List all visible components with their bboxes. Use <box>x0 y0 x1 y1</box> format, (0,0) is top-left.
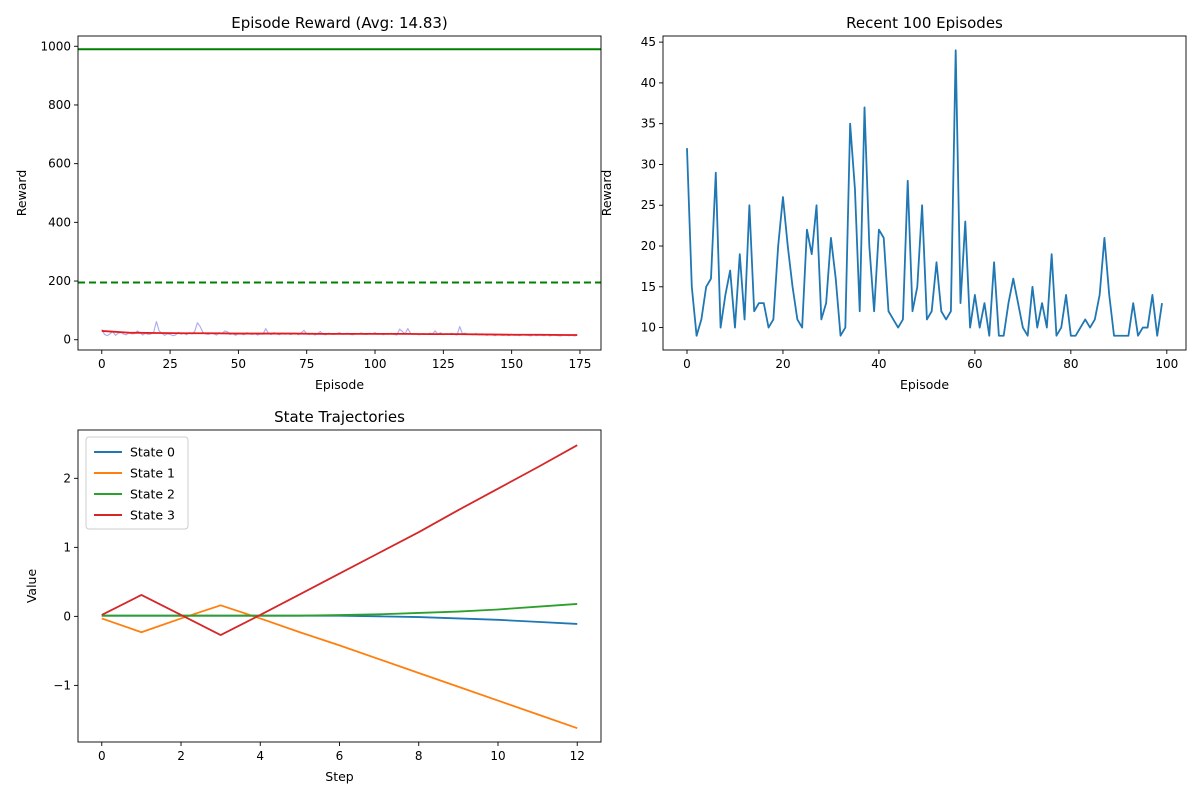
series-line-3 <box>101 444 578 636</box>
x-tick-label: 60 <box>967 357 982 371</box>
x-tick-label: 175 <box>569 357 592 371</box>
x-tick-label: 125 <box>432 357 455 371</box>
x-axis-label: Step <box>325 769 354 784</box>
x-tick-label: 6 <box>336 749 344 763</box>
y-tick-label: 45 <box>641 35 656 49</box>
axes-frame <box>662 35 1187 351</box>
series-line-2 <box>101 603 578 617</box>
series-line-0 <box>101 614 578 625</box>
y-tick-label: 40 <box>641 76 656 90</box>
y-tick-label: 0 <box>63 333 71 347</box>
plot-area <box>78 48 601 337</box>
x-tick-label: 20 <box>775 357 790 371</box>
y-tick-label: 35 <box>641 117 656 131</box>
x-axis-label: Episode <box>900 377 949 392</box>
chart-1: 0 20 40 60 80 100 10 15 20 25 30 35 40 45 Recent 100 E… <box>599 14 1187 392</box>
plot-area <box>686 49 1163 337</box>
chart-title: Episode Reward (Avg: 14.83) <box>231 14 448 32</box>
legend-entry: State 1 <box>130 466 175 481</box>
y-tick-label: 1000 <box>40 39 71 53</box>
x-tick-label: 75 <box>299 357 314 371</box>
series-line-0 <box>686 49 1163 337</box>
y-tick-label: 30 <box>641 157 656 171</box>
y-tick-label: 10 <box>641 321 656 335</box>
chart-title: Recent 100 Episodes <box>846 14 1003 32</box>
y-tick-label: 400 <box>48 215 71 229</box>
x-tick-label: 2 <box>177 749 185 763</box>
chart-title: State Trajectories <box>274 408 405 426</box>
y-axis-label: Reward <box>599 170 614 217</box>
x-tick-label: 0 <box>98 749 106 763</box>
y-axis-label: Reward <box>14 170 29 217</box>
y-tick-label: 20 <box>641 239 656 253</box>
y-tick-label: 200 <box>48 274 71 288</box>
y-tick-label: 600 <box>48 157 71 171</box>
x-tick-label: 25 <box>162 357 177 371</box>
legend-entry: State 3 <box>130 508 175 523</box>
y-tick-label: 2 <box>63 471 71 485</box>
y-tick-label: −1 <box>53 678 71 692</box>
x-tick-label: 100 <box>1155 357 1178 371</box>
x-tick-label: 80 <box>1063 357 1078 371</box>
x-tick-label: 150 <box>500 357 523 371</box>
plot-area <box>101 444 578 730</box>
x-tick-label: 50 <box>231 357 246 371</box>
x-tick-label: 40 <box>871 357 886 371</box>
y-tick-label: 1 <box>63 540 71 554</box>
y-tick-label: 0 <box>63 609 71 623</box>
x-tick-label: 0 <box>98 357 106 371</box>
y-tick-label: 25 <box>641 198 656 212</box>
x-tick-label: 0 <box>683 357 691 371</box>
chart-0: 0 25 50 75 100 125 150 175 0 200 400 600 800 1000 Epis… <box>14 14 602 392</box>
x-tick-label: 8 <box>415 749 423 763</box>
series-line-1 <box>101 604 578 730</box>
y-axis-label: Value <box>24 569 39 604</box>
y-tick-label: 15 <box>641 280 656 294</box>
y-tick-label: 800 <box>48 98 71 112</box>
legend: State 0 State 1 State 2 State 3 <box>85 436 189 530</box>
x-tick-label: 100 <box>364 357 387 371</box>
axes-frame <box>77 35 602 351</box>
legend-entry: State 2 <box>130 487 175 502</box>
x-tick-label: 4 <box>256 749 264 763</box>
x-tick-label: 12 <box>570 749 585 763</box>
series-line-1 <box>101 330 578 336</box>
legend-entry: State 0 <box>130 445 175 460</box>
x-tick-label: 10 <box>490 749 505 763</box>
legend-box <box>85 436 189 530</box>
x-axis-label: Episode <box>315 377 364 392</box>
